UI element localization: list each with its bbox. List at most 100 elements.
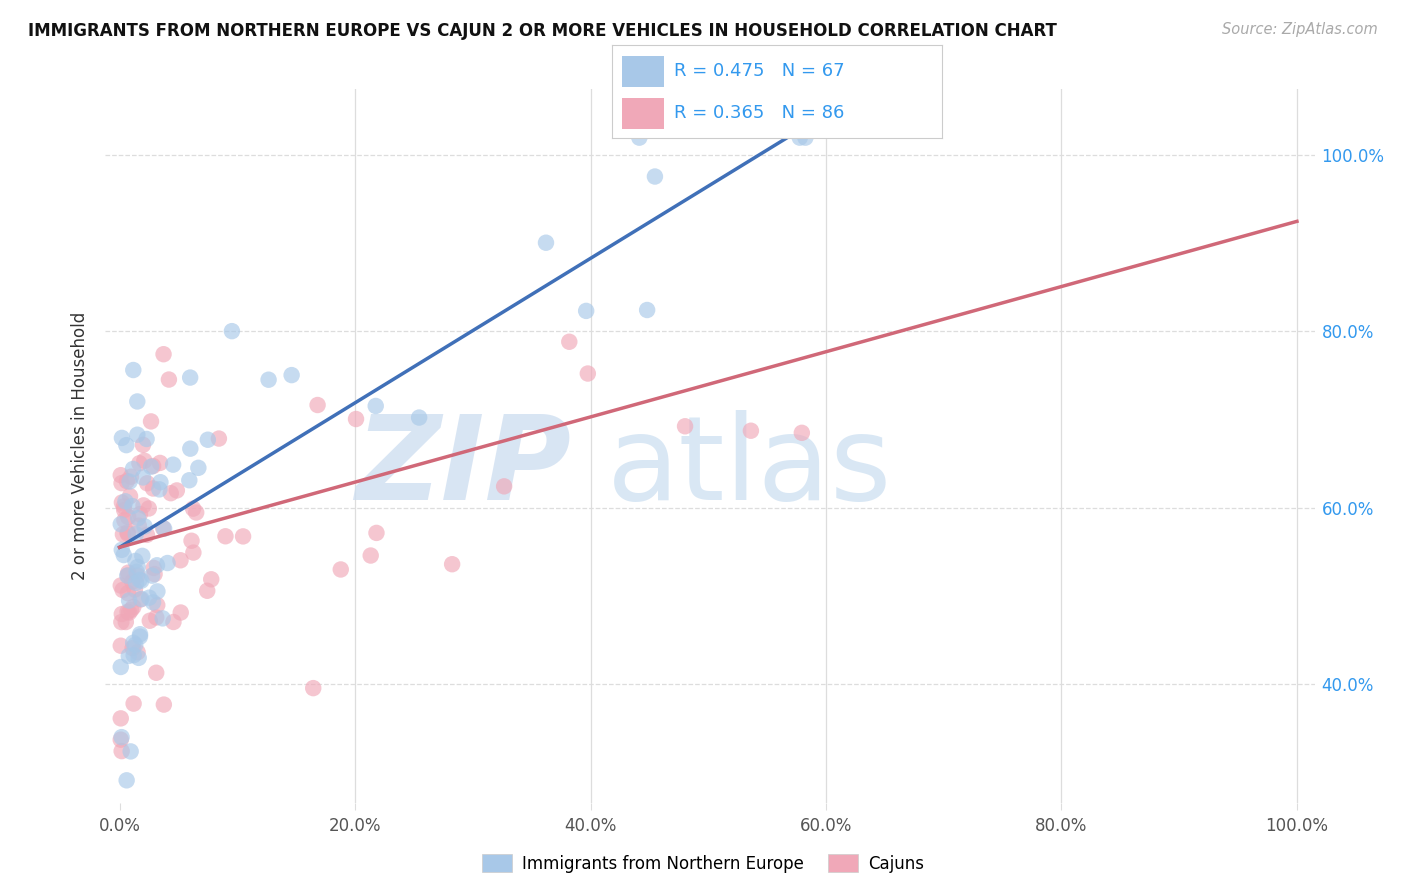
Point	[408, 410, 430, 425]
Point	[307, 398, 329, 412]
Point	[441, 558, 464, 572]
Point	[115, 474, 138, 488]
FancyBboxPatch shape	[621, 56, 665, 87]
Point	[110, 468, 132, 483]
Point	[132, 470, 155, 484]
Point	[111, 744, 134, 758]
Point	[143, 567, 166, 582]
Point	[131, 591, 153, 606]
Point	[146, 584, 169, 599]
Point	[127, 511, 149, 525]
Point	[117, 526, 139, 541]
Point	[117, 525, 139, 540]
Point	[127, 427, 149, 442]
Point	[121, 574, 143, 589]
Point	[111, 495, 134, 509]
Point	[112, 503, 135, 517]
Point	[200, 572, 222, 586]
Point	[157, 373, 180, 387]
Point	[121, 499, 143, 513]
Point	[329, 562, 352, 576]
Point	[494, 479, 516, 493]
Point	[115, 773, 138, 788]
Point	[534, 235, 557, 250]
Point	[138, 591, 160, 605]
Point	[257, 373, 280, 387]
Point	[152, 611, 174, 625]
Point	[153, 698, 176, 712]
Point	[110, 578, 132, 592]
Point	[118, 606, 141, 620]
Point	[145, 665, 167, 680]
Point	[117, 586, 139, 600]
Point	[142, 595, 165, 609]
Point	[122, 636, 145, 650]
Point	[558, 334, 581, 349]
Point	[134, 453, 156, 467]
Point	[180, 533, 202, 548]
Point	[111, 607, 134, 621]
Point	[169, 553, 191, 567]
Point	[131, 574, 153, 588]
Point	[636, 303, 658, 318]
Point	[170, 606, 193, 620]
Point	[129, 507, 152, 521]
Point	[120, 469, 142, 483]
Point	[153, 522, 176, 536]
Point	[146, 598, 169, 612]
Point	[115, 438, 138, 452]
Point	[114, 494, 136, 508]
Point	[139, 459, 162, 474]
Point	[112, 513, 135, 527]
Point	[122, 462, 145, 476]
Point	[122, 697, 145, 711]
Point	[139, 414, 162, 428]
Point	[280, 368, 302, 383]
Point	[118, 489, 141, 503]
Text: ZIP: ZIP	[354, 410, 571, 524]
Point	[128, 651, 150, 665]
Point	[111, 542, 134, 557]
Legend: Immigrants from Northern Europe, Cajuns: Immigrants from Northern Europe, Cajuns	[475, 847, 931, 880]
Point	[195, 583, 218, 598]
Point	[127, 568, 149, 582]
Point	[576, 367, 599, 381]
Point	[110, 476, 132, 491]
Point	[132, 438, 155, 452]
Point	[110, 732, 132, 747]
Point	[135, 432, 157, 446]
Point	[794, 130, 817, 145]
Point	[179, 370, 201, 384]
Point	[740, 424, 762, 438]
Point	[135, 528, 157, 542]
Point	[124, 582, 146, 597]
Point	[146, 558, 169, 573]
Point	[145, 610, 167, 624]
Point	[789, 130, 811, 145]
Point	[122, 600, 145, 615]
Point	[122, 363, 145, 377]
Point	[127, 394, 149, 409]
Point	[628, 130, 651, 145]
Point	[110, 639, 132, 653]
Point	[111, 431, 134, 445]
Point	[120, 603, 142, 617]
Point	[122, 648, 145, 662]
Point	[142, 561, 165, 575]
Point	[111, 527, 134, 541]
Point	[111, 582, 134, 597]
Point	[128, 573, 150, 587]
Point	[128, 518, 150, 533]
Point	[124, 554, 146, 568]
Point	[112, 548, 135, 562]
Text: IMMIGRANTS FROM NORTHERN EUROPE VS CAJUN 2 OR MORE VEHICLES IN HOUSEHOLD CORRELA: IMMIGRANTS FROM NORTHERN EUROPE VS CAJUN…	[28, 22, 1057, 40]
Point	[110, 711, 132, 725]
Point	[142, 458, 165, 473]
Point	[366, 525, 388, 540]
Point	[132, 499, 155, 513]
Y-axis label: 2 or more Vehicles in Household: 2 or more Vehicles in Household	[72, 312, 90, 580]
Point	[118, 593, 141, 607]
Point	[136, 476, 159, 491]
Point	[214, 529, 236, 543]
Point	[179, 473, 201, 487]
